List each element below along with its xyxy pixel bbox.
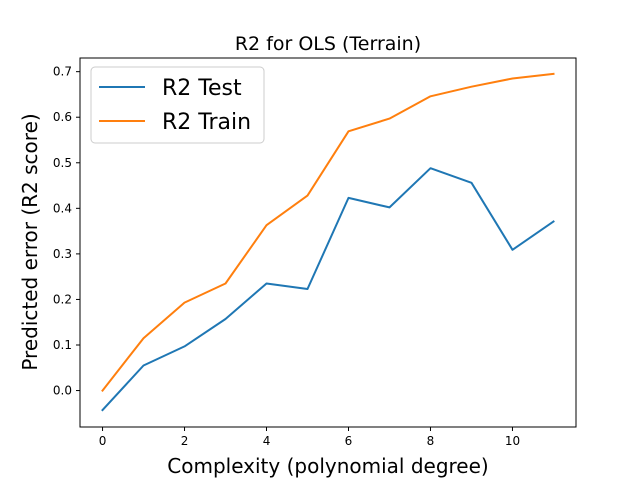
x-tick-label: 4 xyxy=(263,434,271,448)
y-tick-label: 0.7 xyxy=(53,65,72,79)
ticks-layer: 0 2 4 6 8 10 0.0 0.1 0.2 0.3 0.4 0.5 0.6 0.7 xyxy=(53,65,520,448)
legend-label-r2-train: R2 Train xyxy=(162,110,251,135)
series-line-r2-test xyxy=(101,167,555,412)
x-tick-label: 10 xyxy=(505,434,520,448)
series-layer xyxy=(101,72,555,412)
y-tick-label: 0.4 xyxy=(53,201,72,215)
chart-title: R2 for OLS (Terrain) xyxy=(235,33,421,55)
y-tick-label: 0.1 xyxy=(53,338,72,352)
plot-frame xyxy=(79,57,577,428)
x-tick-label: 0 xyxy=(99,434,107,448)
series-line-r2-train xyxy=(101,72,555,393)
y-tick-label: 0.6 xyxy=(53,110,72,124)
y-tick-label: 0.3 xyxy=(53,247,72,261)
y-axis-label: Predicted error (R2 score) xyxy=(18,113,42,370)
x-axis-label: Complexity (polynomial degree) xyxy=(167,454,488,478)
legend-label-r2-test: R2 Test xyxy=(162,76,242,101)
x-tick-label: 8 xyxy=(427,434,435,448)
legend: R2 Test R2 Train xyxy=(90,66,265,144)
y-tick-label: 0.5 xyxy=(53,156,72,170)
y-tick-label: 0.2 xyxy=(53,292,72,306)
x-tick-label: 6 xyxy=(345,434,353,448)
y-tick-label: 0.0 xyxy=(53,384,72,398)
x-tick-label: 2 xyxy=(181,434,189,448)
